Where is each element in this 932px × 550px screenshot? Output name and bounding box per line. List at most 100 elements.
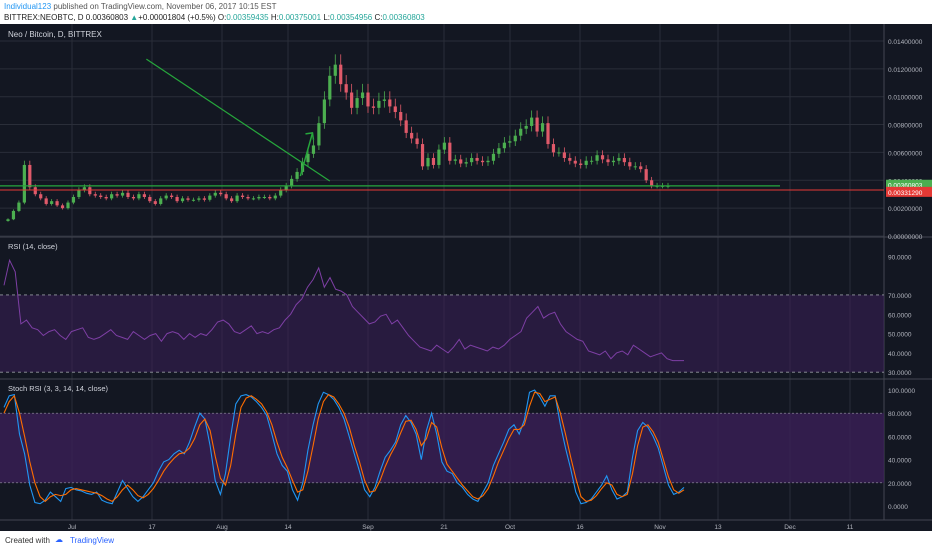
candle-up (137, 194, 141, 199)
price-tick-label: 0.00200000 (888, 206, 923, 213)
candle-up (322, 99, 326, 124)
candle-down (246, 196, 250, 199)
candle-up (290, 178, 294, 186)
candle-up (519, 128, 523, 136)
candle-down (55, 201, 59, 206)
candle-down (404, 120, 408, 133)
time-tick-label: 14 (284, 524, 292, 531)
candle-up (66, 202, 70, 209)
candle-down (415, 138, 419, 145)
candle-down (546, 123, 550, 145)
candle-up (557, 152, 561, 154)
candle-down (551, 144, 556, 153)
candle-down (219, 192, 223, 195)
candle-down (600, 155, 605, 160)
candle-down (33, 187, 37, 195)
candle-down (535, 117, 539, 132)
time-tick-label: 21 (440, 524, 448, 531)
candle-up (197, 198, 201, 200)
candle-up (71, 196, 76, 203)
tradingview-cloud-icon: ☁ (55, 535, 63, 544)
candle-up (251, 198, 256, 200)
symbol-label: BITTREX:NEOBTC, D (4, 13, 84, 22)
candle-up (306, 153, 310, 163)
candle-up (11, 210, 16, 220)
rsi-line (3, 258, 684, 362)
time-tick-label: Oct (505, 524, 515, 531)
last-price: 0.00360803 (85, 13, 129, 22)
candle-down (650, 180, 654, 186)
footer: Created with ☁ TradingView (0, 531, 932, 550)
candle-up (235, 195, 239, 202)
price-label-box (886, 179, 932, 190)
price-label-text: 0.00360803 (888, 183, 923, 190)
candle-down (480, 160, 485, 163)
time-tick-label: Dec (784, 524, 796, 531)
candle-up (120, 192, 125, 196)
candle-down (568, 157, 572, 161)
stoch-d-line (3, 391, 685, 503)
candle-down (579, 163, 583, 165)
candle-up (159, 198, 163, 204)
stoch-pane-title: Stoch RSI (3, 3, 14, 14, close) (8, 384, 109, 393)
candle-down (104, 196, 108, 199)
candle-up (17, 202, 21, 211)
candle-down (175, 196, 179, 202)
candle-down (431, 157, 436, 165)
candle-down (224, 194, 228, 199)
candle-up (22, 164, 26, 203)
main-pane-title: Neo / Bitcoin, D, BITTREX (8, 30, 102, 39)
candle-down (131, 196, 136, 199)
candle-down (644, 169, 648, 181)
candle-down (639, 166, 643, 170)
created-with-text: Created with (5, 536, 50, 545)
tradingview-brand-link[interactable]: TradingView (70, 536, 115, 545)
candle-up (470, 157, 474, 163)
stoch-k-line (3, 389, 685, 505)
candle-up (257, 196, 261, 199)
candle-up (279, 190, 283, 196)
candle-up (491, 153, 496, 161)
rsi-tick-label: 50.0000 (888, 332, 912, 339)
candle-up (213, 192, 217, 196)
stoch-tick-label: 0.0000 (888, 504, 908, 511)
high-value: 0.00375001 (278, 13, 322, 22)
candle-up (513, 135, 517, 142)
candle-down (186, 198, 190, 200)
candle-up (110, 194, 114, 199)
rsi-band (0, 294, 884, 373)
candle-down (142, 194, 146, 197)
candle-up (595, 155, 599, 161)
price-tick-label: 0.00600000 (888, 150, 923, 157)
candle-down (459, 159, 463, 164)
candle-down (126, 192, 130, 197)
candle-up (360, 92, 365, 99)
stoch-tick-label: 60.0000 (888, 434, 912, 441)
change-value: +0.00001804 (+0.5%) (138, 13, 216, 22)
candle-down (170, 195, 174, 197)
up-arrow-head-icon (305, 132, 315, 141)
candle-up (180, 198, 185, 202)
candle-up (453, 159, 457, 161)
candle-down (606, 159, 610, 163)
chart-area[interactable]: Neo / Bitcoin, D, BITTREX 0.01400000 0.012… (0, 24, 932, 531)
ohlc-line: BITTREX:NEOBTC, D 0.00360803 ▲+0.0000180… (4, 12, 425, 23)
candle-down (562, 152, 566, 158)
candle-up (502, 142, 506, 149)
candle-down (388, 99, 392, 107)
high-label: H: (270, 13, 279, 22)
candle-down (202, 198, 206, 200)
candle-down (88, 187, 92, 195)
author-link[interactable]: Individual123 (4, 2, 52, 11)
candle-down (44, 198, 48, 204)
candle-up (464, 162, 468, 164)
candle-up (633, 166, 637, 168)
candle-up (437, 149, 441, 165)
candle-up (524, 125, 528, 129)
candle-down (420, 144, 425, 167)
candle-down (622, 157, 626, 163)
candle-down (28, 164, 32, 188)
price-label-box (886, 186, 932, 197)
rsi-tick-label: 40.0000 (888, 351, 912, 358)
